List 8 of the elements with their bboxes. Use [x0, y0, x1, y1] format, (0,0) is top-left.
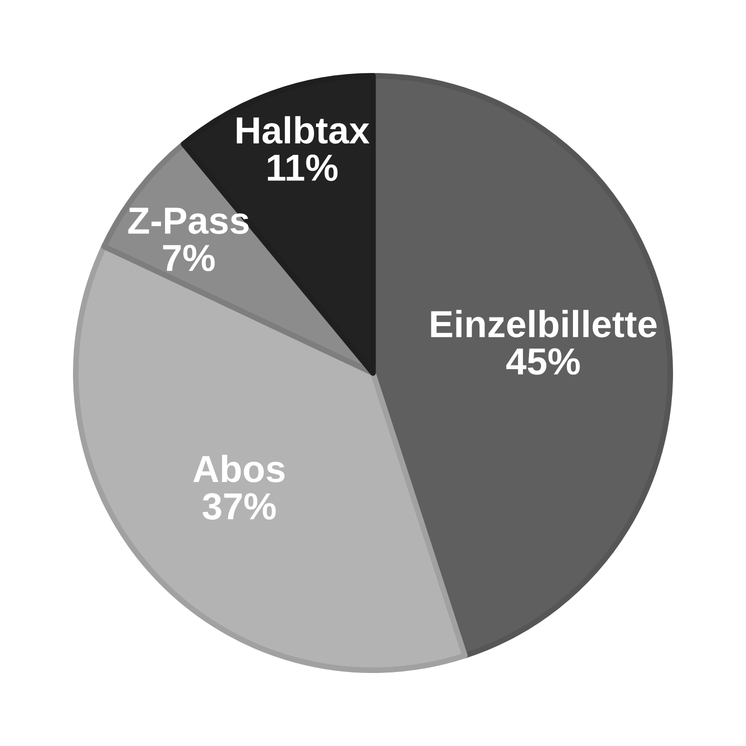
slice-label: Z-Pass [128, 208, 249, 234]
slice-label: Einzelbillette [431, 310, 657, 338]
data-label: 45% [506, 348, 580, 375]
slice-label: Halbtax [236, 116, 370, 144]
data-label: 11% [268, 154, 338, 181]
data-label: 7% [163, 244, 215, 272]
data-label: 37% [202, 493, 276, 520]
slice-label: Abos [193, 454, 285, 482]
